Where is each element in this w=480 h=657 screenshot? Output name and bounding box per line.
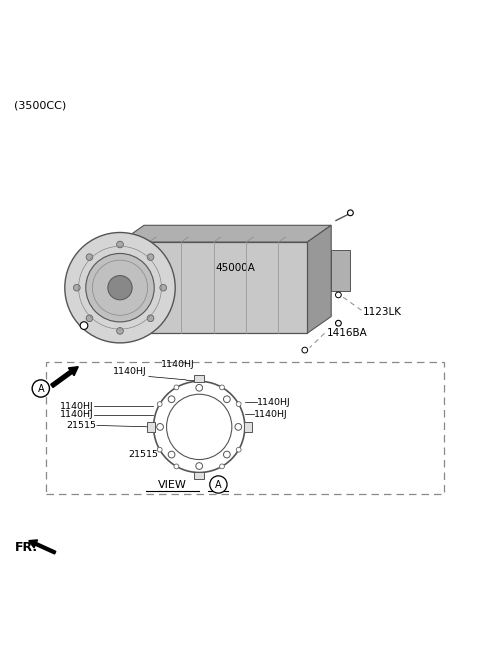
Circle shape <box>336 321 341 326</box>
Circle shape <box>224 451 230 458</box>
Circle shape <box>156 424 163 430</box>
Circle shape <box>73 284 80 291</box>
Circle shape <box>196 463 203 469</box>
Circle shape <box>236 447 241 452</box>
Circle shape <box>117 328 123 334</box>
Circle shape <box>302 347 308 353</box>
Text: VIEW: VIEW <box>158 480 187 489</box>
Text: 21515: 21515 <box>190 450 220 459</box>
Circle shape <box>174 385 179 390</box>
Text: A: A <box>215 480 222 489</box>
Bar <box>194 472 204 479</box>
Text: 1140HJ: 1140HJ <box>161 360 194 369</box>
Circle shape <box>219 385 225 390</box>
Circle shape <box>147 254 154 261</box>
Text: 1140HJ: 1140HJ <box>60 402 94 411</box>
Circle shape <box>157 401 162 407</box>
Circle shape <box>235 424 242 430</box>
Bar <box>244 422 252 432</box>
Text: 1140HJ: 1140HJ <box>113 367 146 376</box>
Circle shape <box>86 254 93 261</box>
Polygon shape <box>307 225 331 333</box>
Circle shape <box>336 292 341 298</box>
Circle shape <box>210 476 227 493</box>
Circle shape <box>65 233 175 343</box>
FancyArrow shape <box>29 540 56 554</box>
Text: 1140HJ: 1140HJ <box>257 398 290 407</box>
Text: 1123LK: 1123LK <box>362 307 401 317</box>
Polygon shape <box>120 225 331 242</box>
Text: FR.: FR. <box>14 541 37 554</box>
Circle shape <box>160 284 167 291</box>
Text: 45000A: 45000A <box>215 263 255 273</box>
Bar <box>147 422 155 432</box>
Circle shape <box>80 322 88 329</box>
Text: 21515: 21515 <box>66 421 96 430</box>
Circle shape <box>147 315 154 322</box>
Circle shape <box>167 394 232 459</box>
Circle shape <box>174 464 179 469</box>
Circle shape <box>86 254 154 322</box>
Circle shape <box>157 447 162 452</box>
Text: 1416BA: 1416BA <box>326 328 367 338</box>
Circle shape <box>224 396 230 403</box>
Text: A: A <box>37 384 44 394</box>
Circle shape <box>196 384 203 391</box>
Circle shape <box>236 401 241 407</box>
Circle shape <box>168 451 175 458</box>
Text: 1140HJ: 1140HJ <box>254 411 288 419</box>
Circle shape <box>168 396 175 403</box>
Circle shape <box>348 210 353 215</box>
Text: 42121B: 42121B <box>74 311 115 321</box>
Bar <box>120 242 307 333</box>
Text: (3500CC): (3500CC) <box>14 101 67 110</box>
Bar <box>194 374 204 382</box>
Bar <box>46 362 444 494</box>
Text: 21515: 21515 <box>129 450 158 459</box>
Circle shape <box>154 381 245 472</box>
Circle shape <box>219 464 225 469</box>
Text: 1140HJ: 1140HJ <box>60 411 94 419</box>
Circle shape <box>32 380 49 397</box>
Bar <box>331 250 350 292</box>
FancyArrow shape <box>51 367 78 388</box>
Circle shape <box>108 275 132 300</box>
Circle shape <box>86 315 93 322</box>
Circle shape <box>117 241 123 248</box>
